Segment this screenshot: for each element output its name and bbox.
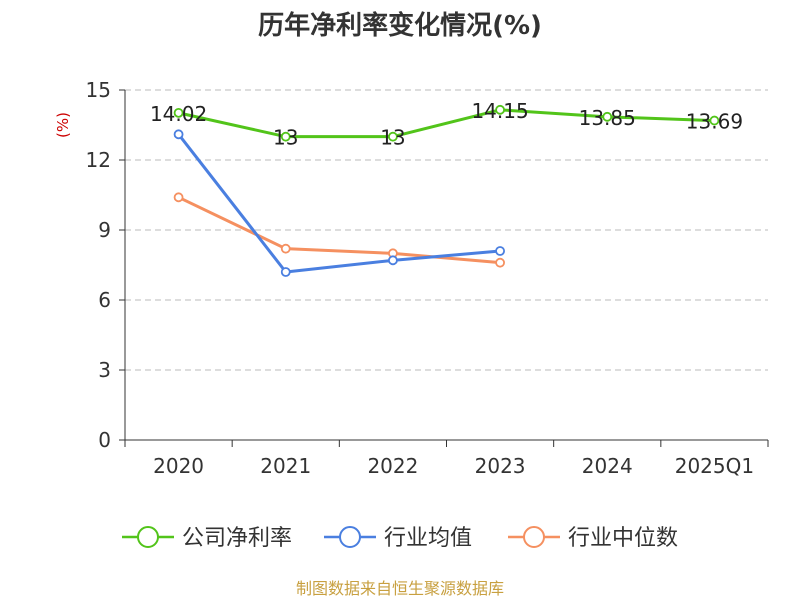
axes [119,89,769,447]
chart-title: 历年净利率变化情况(%) [258,10,542,41]
x-tick-label: 2024 [582,454,633,478]
data-point [173,192,184,203]
legend-swatch-marker [523,526,545,548]
data-point [173,107,184,118]
data-label: 14.02 [150,102,207,126]
data-labels: 14.02 13 13 14.15 13.85 13.69 [150,99,743,150]
source-note: 制图数据来自恒生聚源数据库 [296,579,504,598]
grid-lines [125,89,768,371]
data-point [495,246,505,256]
data-point [709,115,720,126]
data-point [280,243,291,254]
x-tick-label: 2023 [475,454,526,478]
y-tick-label: 6 [98,288,111,312]
legend-entry: 行业均值 [384,526,472,551]
y-tick-label: 3 [98,358,111,382]
x-tick-label: 2025Q1 [675,454,754,478]
x-tick-label: 2021 [260,454,311,478]
data-label: 13 [273,126,298,150]
data-point [495,104,505,115]
data-point [173,129,184,140]
y-tick-label: 9 [98,218,111,242]
data-label: 13 [380,126,405,150]
series-line [177,133,501,274]
legend-swatch-marker [339,526,361,548]
series-line [177,195,501,265]
x-tick-label: 2022 [367,454,418,478]
data-label: 14.15 [471,99,528,123]
data-label: 13.69 [686,110,743,134]
y-tick-label: 12 [86,148,111,172]
legend: 公司净利率 行业均值 行业中位数 [122,526,678,551]
y-tick-label: 0 [98,428,111,452]
y-tick-label: 15 [86,78,111,102]
x-tick-label: 2020 [153,454,204,478]
data-point [280,267,291,277]
data-point [602,111,613,122]
data-point [388,255,398,266]
x-tick-labels: 2020 2021 2022 2023 2024 2025Q1 [153,454,754,478]
legend-entry: 公司净利率 [182,526,292,551]
data-label: 13.85 [579,106,636,130]
series-lines [173,104,720,277]
legend-swatch-marker [137,526,159,548]
data-point [388,131,398,142]
legend-entry: 行业中位数 [568,526,678,551]
y-tick-labels: 0 3 6 9 12 15 [86,78,111,452]
series-line [178,108,715,139]
y-axis-label: (%) [54,112,72,138]
data-point [280,131,291,142]
data-point [495,257,505,268]
